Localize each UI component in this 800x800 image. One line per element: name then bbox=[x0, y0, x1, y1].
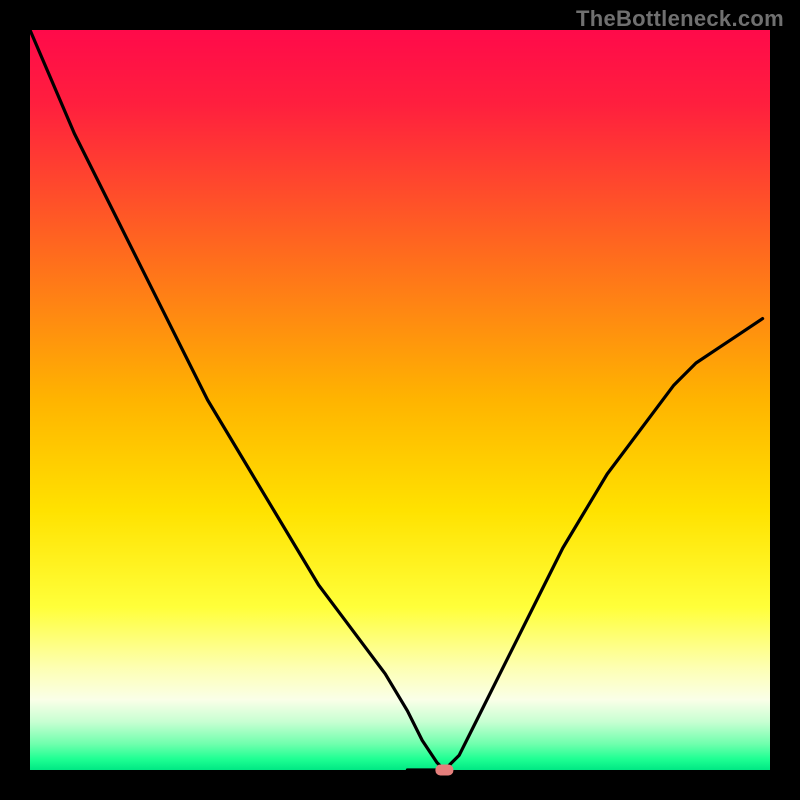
optimum-marker bbox=[435, 765, 453, 776]
stage: TheBottleneck.com bbox=[0, 0, 800, 800]
watermark-text: TheBottleneck.com bbox=[576, 6, 784, 32]
plot-background bbox=[30, 30, 770, 770]
chart-svg bbox=[0, 0, 800, 800]
